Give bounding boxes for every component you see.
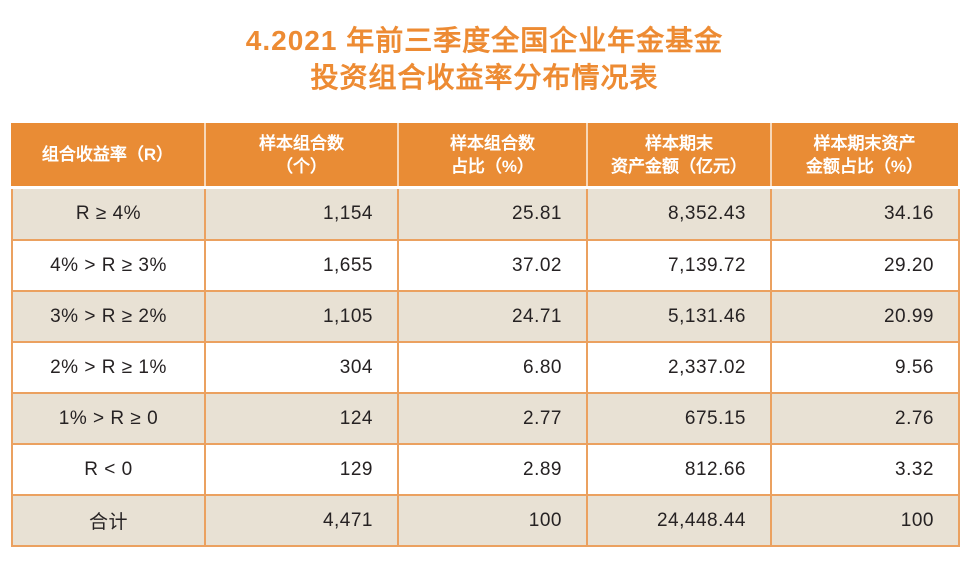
table-row: 1% > R ≥ 0 124 2.77 675.15 2.76 <box>11 392 960 445</box>
header-sample-count-pct: 样本组合数 占比（%） <box>397 123 586 186</box>
table-row: 4% > R ≥ 3% 1,655 37.02 7,139.72 29.20 <box>11 239 960 292</box>
table-header-row: 组合收益率（R） 样本组合数 （个） 样本组合数 占比（%） 样本期末 资产金额… <box>11 123 958 186</box>
sample-count-pct-cell: 24.71 <box>397 290 588 343</box>
sample-count-pct-cell: 37.02 <box>397 239 588 292</box>
header-label: 资产金额（亿元） <box>611 156 747 176</box>
sample-count-cell: 304 <box>204 341 399 394</box>
header-period-end-assets: 样本期末 资产金额（亿元） <box>586 123 770 186</box>
assets-pct-cell: 100 <box>770 494 960 547</box>
page-title: 4.2021 年前三季度全国企业年金基金 投资组合收益率分布情况表 <box>0 0 969 96</box>
header-label: 样本期末 <box>645 133 713 153</box>
table-row: R < 0 129 2.89 812.66 3.32 <box>11 443 960 496</box>
sample-count-cell: 4,471 <box>204 494 399 547</box>
return-range-cell: 2% > R ≥ 1% <box>11 341 206 394</box>
header-period-end-assets-pct: 样本期末资产 金额占比（%） <box>770 123 957 186</box>
assets-cell: 8,352.43 <box>586 189 772 241</box>
page-title-line1: 4.2021 年前三季度全国企业年金基金 <box>245 25 724 56</box>
distribution-table: 组合收益率（R） 样本组合数 （个） 样本组合数 占比（%） 样本期末 资产金额… <box>11 123 960 547</box>
sample-count-pct-cell: 6.80 <box>397 341 588 394</box>
header-label: 样本组合数 <box>259 133 344 153</box>
header-label: 组合收益率（R） <box>41 145 174 164</box>
table-row-total: 合计 4,471 100 24,448.44 100 <box>11 494 960 547</box>
table-row: 2% > R ≥ 1% 304 6.80 2,337.02 9.56 <box>11 341 960 394</box>
return-range-cell: 3% > R ≥ 2% <box>11 290 206 343</box>
assets-cell: 5,131.46 <box>586 290 772 343</box>
assets-pct-cell: 9.56 <box>770 341 960 394</box>
return-range-cell: 合计 <box>11 494 206 547</box>
sample-count-pct-cell: 2.89 <box>397 443 588 496</box>
table-row: 3% > R ≥ 2% 1,105 24.71 5,131.46 20.99 <box>11 290 960 343</box>
table-row: R ≥ 4% 1,154 25.81 8,352.43 34.16 <box>11 189 960 241</box>
assets-cell: 7,139.72 <box>586 239 772 292</box>
assets-pct-cell: 3.32 <box>770 443 960 496</box>
header-return-range: 组合收益率（R） <box>11 123 204 186</box>
return-range-cell: 4% > R ≥ 3% <box>11 239 206 292</box>
header-label: 占比（%） <box>450 156 535 176</box>
assets-pct-cell: 29.20 <box>770 239 960 292</box>
return-range-cell: R < 0 <box>11 443 206 496</box>
return-range-cell: 1% > R ≥ 0 <box>11 392 206 445</box>
table-body: R ≥ 4% 1,154 25.81 8,352.43 34.16 4% > R… <box>11 189 960 547</box>
assets-cell: 675.15 <box>586 392 772 445</box>
assets-cell: 2,337.02 <box>586 341 772 394</box>
sample-count-cell: 1,655 <box>204 239 399 292</box>
assets-cell: 24,448.44 <box>586 494 772 547</box>
sample-count-pct-cell: 100 <box>397 494 588 547</box>
assets-pct-cell: 34.16 <box>770 189 960 241</box>
sample-count-cell: 124 <box>204 392 399 445</box>
page-title-line2: 投资组合收益率分布情况表 <box>310 62 659 93</box>
header-label: （个） <box>276 156 327 176</box>
assets-pct-cell: 2.76 <box>770 392 960 445</box>
sample-count-cell: 1,154 <box>204 189 399 241</box>
header-sample-count: 样本组合数 （个） <box>204 123 397 186</box>
sample-count-pct-cell: 25.81 <box>397 189 588 241</box>
header-label: 金额占比（%） <box>805 156 924 176</box>
assets-cell: 812.66 <box>586 443 772 496</box>
sample-count-pct-cell: 2.77 <box>397 392 588 445</box>
return-range-cell: R ≥ 4% <box>11 189 206 241</box>
assets-pct-cell: 20.99 <box>770 290 960 343</box>
sample-count-cell: 1,105 <box>204 290 399 343</box>
sample-count-cell: 129 <box>204 443 399 496</box>
header-label: 样本期末资产 <box>813 133 916 153</box>
header-label: 样本组合数 <box>450 133 535 153</box>
